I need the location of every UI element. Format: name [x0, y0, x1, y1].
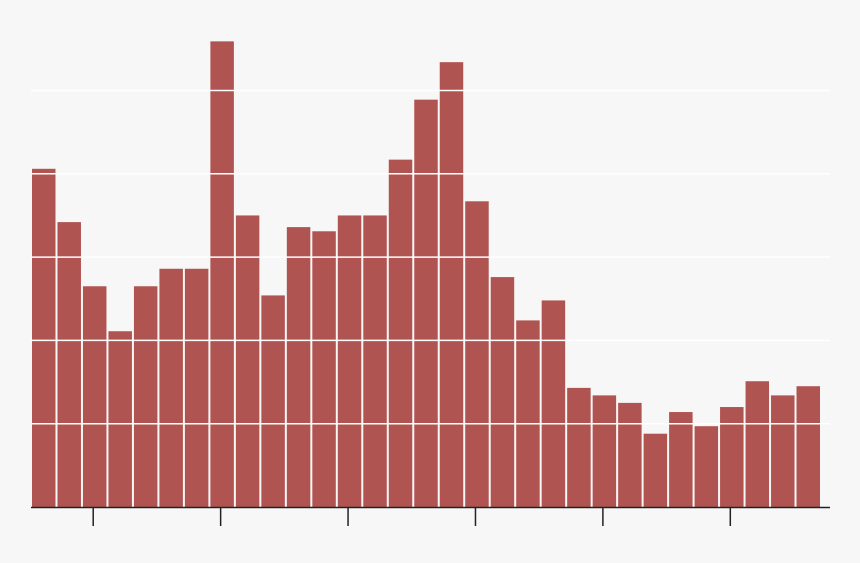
bar-4 — [108, 331, 132, 507]
bar-8 — [210, 41, 234, 508]
bar-25 — [643, 433, 668, 507]
gridlines-group — [31, 89, 830, 425]
bar-2 — [57, 222, 81, 507]
bar-30 — [771, 395, 795, 507]
bar-11 — [286, 227, 311, 507]
bar-1 — [32, 168, 56, 507]
bar-23 — [592, 395, 617, 507]
bar-12 — [312, 231, 336, 508]
bar-22 — [567, 387, 591, 507]
bar-9 — [235, 215, 260, 507]
bar-7 — [184, 268, 209, 507]
bars-group — [32, 41, 820, 508]
bar-26 — [669, 412, 693, 507]
bar-6 — [159, 268, 183, 507]
bar-17 — [439, 62, 464, 507]
bar-5 — [133, 286, 158, 507]
bar-14 — [363, 215, 387, 507]
bar-24 — [618, 402, 642, 507]
bar-31 — [796, 386, 820, 507]
bar-21 — [541, 300, 566, 507]
bar-13 — [337, 215, 362, 507]
bar-15 — [388, 159, 413, 507]
bar-16 — [414, 99, 438, 508]
bar-28 — [720, 407, 744, 507]
bar-10 — [261, 295, 285, 507]
bar-29 — [745, 381, 770, 507]
bar-18 — [465, 201, 489, 507]
bar-20 — [516, 320, 540, 507]
bar-3 — [82, 286, 107, 507]
bar-19 — [490, 277, 515, 507]
x-axis — [31, 506, 830, 526]
bar-27 — [694, 426, 719, 507]
